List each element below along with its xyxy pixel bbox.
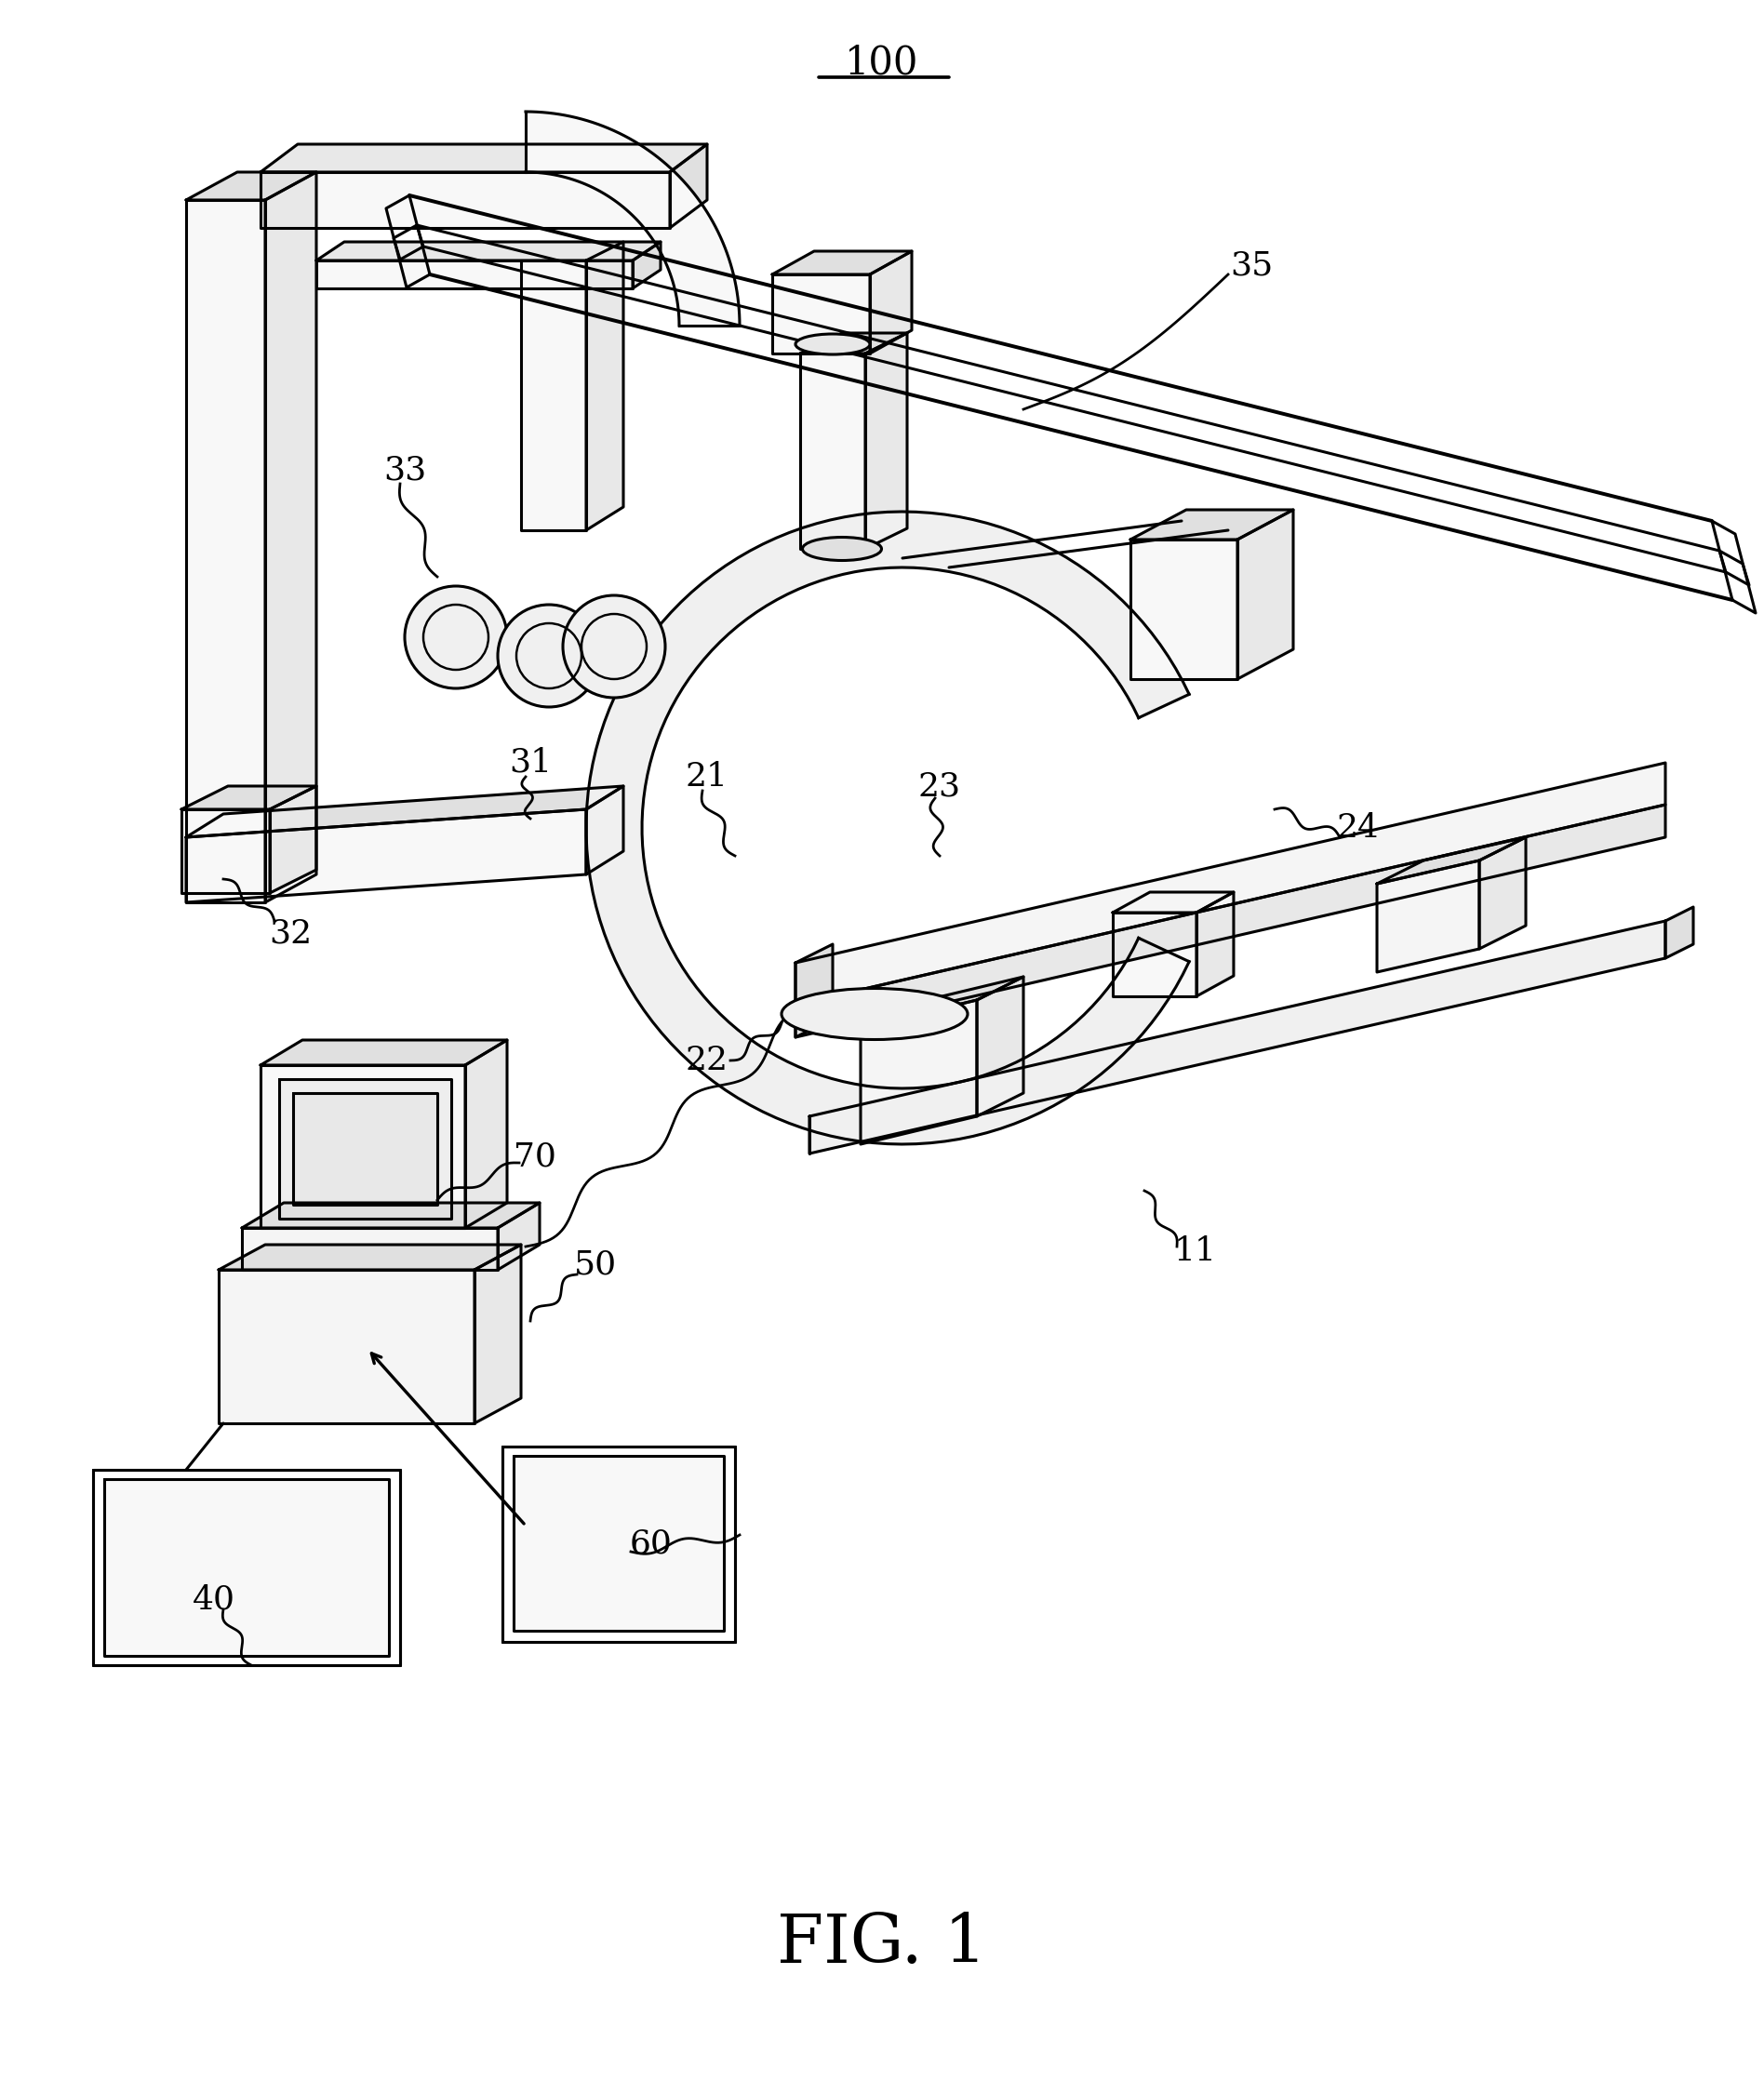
Text: 70: 70 [513,1141,556,1173]
Polygon shape [526,111,739,325]
Polygon shape [861,1001,977,1143]
Polygon shape [261,1041,506,1066]
Polygon shape [293,1093,437,1204]
Polygon shape [586,511,1189,1143]
Text: 40: 40 [192,1585,235,1617]
Polygon shape [1378,838,1526,884]
Polygon shape [801,333,907,354]
Polygon shape [773,274,870,354]
Polygon shape [93,1470,400,1665]
Polygon shape [316,243,660,260]
Text: 21: 21 [686,760,729,792]
Polygon shape [796,804,1665,1037]
Text: FIG. 1: FIG. 1 [778,1912,986,1977]
Text: 35: 35 [1230,249,1274,281]
Ellipse shape [796,333,870,354]
Polygon shape [242,1202,540,1227]
Polygon shape [466,1041,506,1227]
Polygon shape [1131,540,1237,678]
Circle shape [497,605,600,708]
Polygon shape [261,144,707,172]
Polygon shape [219,1244,520,1269]
Polygon shape [265,172,316,903]
Polygon shape [1237,509,1293,678]
Polygon shape [801,354,866,549]
Polygon shape [861,976,1023,1028]
Polygon shape [1196,892,1233,997]
Polygon shape [182,808,270,892]
Polygon shape [475,1244,520,1424]
Polygon shape [513,1455,723,1631]
Polygon shape [497,1202,540,1269]
Polygon shape [1378,861,1480,972]
Polygon shape [796,762,1665,1005]
Polygon shape [796,944,833,1037]
Text: 50: 50 [573,1250,617,1282]
Polygon shape [1113,913,1196,997]
Polygon shape [316,260,633,289]
Polygon shape [977,976,1023,1116]
Text: 60: 60 [630,1529,672,1560]
Text: 24: 24 [1337,812,1379,844]
Text: 100: 100 [845,44,919,84]
Polygon shape [520,260,586,530]
Polygon shape [182,785,316,808]
Polygon shape [185,172,316,201]
Polygon shape [1665,907,1693,959]
Text: 11: 11 [1175,1235,1217,1267]
Text: 32: 32 [268,917,312,949]
Polygon shape [219,1269,475,1424]
Polygon shape [185,785,623,838]
Polygon shape [1131,509,1293,540]
Circle shape [404,586,506,689]
Circle shape [563,595,665,697]
Polygon shape [1480,838,1526,949]
Ellipse shape [803,538,882,561]
Ellipse shape [781,988,968,1039]
Polygon shape [279,1078,452,1219]
Polygon shape [242,1227,497,1269]
Text: 22: 22 [686,1045,729,1076]
Polygon shape [866,333,907,549]
Polygon shape [270,785,316,892]
Polygon shape [261,1066,466,1227]
Polygon shape [633,243,660,289]
Polygon shape [185,808,586,903]
Polygon shape [503,1447,736,1642]
Polygon shape [185,201,265,903]
Polygon shape [870,251,912,354]
Polygon shape [773,251,912,274]
Polygon shape [810,921,1665,1154]
Text: 23: 23 [919,771,961,802]
Polygon shape [670,144,707,228]
Text: 31: 31 [508,748,552,779]
Polygon shape [261,172,670,228]
Polygon shape [1113,892,1233,913]
Text: 33: 33 [383,454,427,486]
Polygon shape [586,243,623,530]
Polygon shape [586,785,623,875]
Polygon shape [104,1478,388,1656]
